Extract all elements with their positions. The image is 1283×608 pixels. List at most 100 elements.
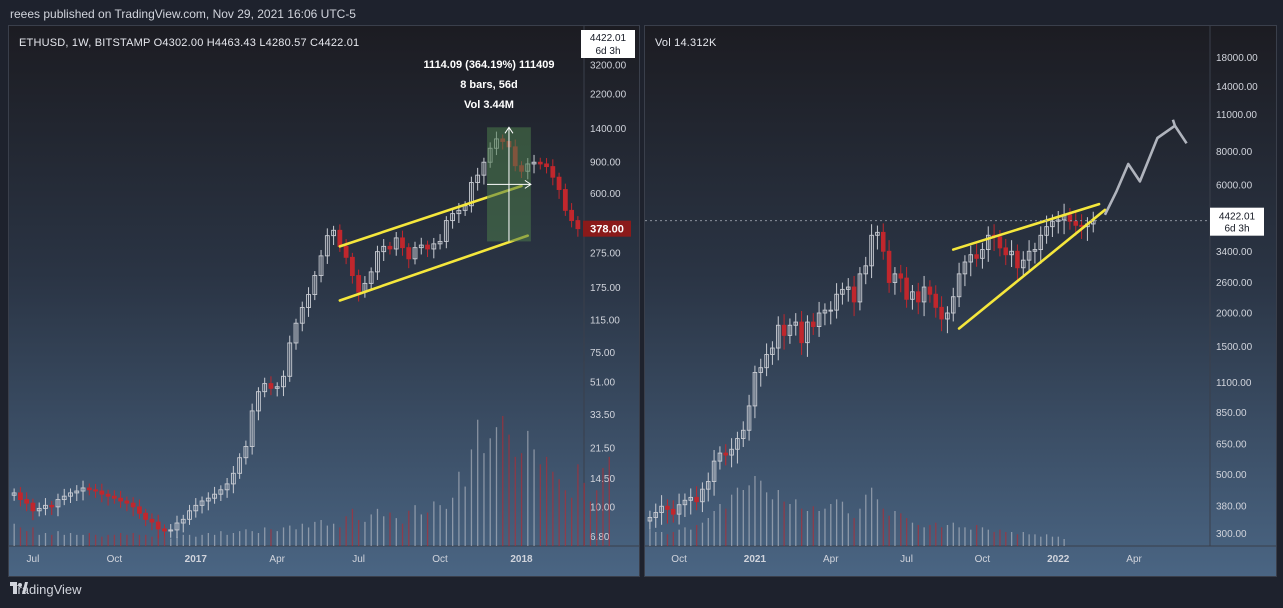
volume-bar: [301, 523, 303, 546]
volume-bar: [539, 464, 541, 546]
volume-bar: [395, 518, 397, 546]
candle-body: [24, 499, 30, 504]
candle-body: [892, 273, 898, 283]
candle-body: [705, 481, 711, 490]
volume-bar: [483, 453, 485, 546]
candle-body: [312, 275, 318, 295]
x-tick-label: Oct: [671, 554, 687, 565]
volume-bar: [583, 482, 585, 546]
candle-body: [199, 500, 205, 506]
tradingview-logo[interactable]: TradingView: [10, 582, 82, 597]
volume-bar: [76, 534, 78, 546]
volume-bar: [999, 529, 1001, 546]
right-chart-panel[interactable]: 18000.00 14000.00 11000.00 8000.00 6000.00 34…: [644, 25, 1277, 577]
right-chart-canvas[interactable]: 18000.00 14000.00 11000.00 8000.00 6000.00 34…: [645, 26, 1276, 576]
volume-bar: [577, 464, 579, 546]
candle-body: [828, 309, 834, 312]
candle-body: [230, 472, 236, 485]
volume-bar: [742, 490, 744, 546]
candle-body: [752, 371, 758, 407]
candle-body: [880, 231, 886, 252]
candle-body: [537, 161, 543, 165]
y-tick-label: 2600.00: [1216, 278, 1253, 289]
volume-bar: [719, 504, 721, 546]
candle-body: [306, 294, 311, 308]
price-badge: [581, 30, 635, 58]
volume-bar: [865, 494, 867, 546]
candle-body: [968, 254, 974, 263]
volume-bar: [451, 497, 454, 546]
x-tick-label: 2022: [1047, 554, 1070, 565]
volume-bar: [213, 534, 216, 546]
candle-body: [443, 220, 449, 242]
volume-bar: [439, 505, 441, 546]
candle-body: [224, 483, 230, 491]
candle-body: [111, 495, 117, 499]
volume-bar: [332, 523, 335, 546]
y-tick-label: 850.00: [1216, 408, 1247, 419]
candle-body: [180, 518, 186, 524]
volume-bar: [470, 449, 473, 546]
volume-bar: [126, 534, 128, 546]
volume-bar: [195, 536, 197, 546]
left-chart-panel[interactable]: 3200.00 2200.00 1400.00 900.00 600.00 275.00 1…: [8, 25, 640, 577]
volume-bar: [545, 456, 548, 546]
measure-arrowhead: [504, 126, 514, 134]
candle-body: [187, 510, 192, 520]
volume-bar: [946, 525, 949, 546]
candle-body: [834, 293, 839, 311]
tradingview-logo-icon: [10, 582, 28, 594]
candle-body: [268, 383, 274, 389]
volume-bar: [107, 534, 109, 546]
volume-bar: [564, 490, 567, 546]
candle-body: [349, 256, 355, 276]
volume-bar: [713, 511, 715, 546]
candle-body: [356, 275, 362, 293]
y-tick-label: 6000.00: [1216, 181, 1253, 192]
volume-bar: [882, 508, 884, 546]
candle-body: [168, 529, 174, 532]
candle-body: [939, 306, 944, 320]
candle-body: [985, 234, 991, 251]
candle-body: [93, 489, 98, 492]
volume-bar: [777, 490, 779, 546]
candle-body: [956, 273, 962, 298]
y-tick-label: 6.80: [590, 532, 610, 543]
volume-bar: [289, 525, 291, 546]
volume-bar: [220, 531, 222, 546]
candle-body: [1009, 250, 1014, 256]
volume-bar: [589, 501, 592, 546]
volume-bar: [876, 499, 879, 546]
candle-body: [243, 446, 249, 459]
y-tick-label: 14000.00: [1216, 82, 1258, 93]
left-chart-canvas[interactable]: 3200.00 2200.00 1400.00 900.00 600.00 275.00 1…: [9, 26, 639, 576]
volume-bar: [655, 532, 657, 546]
volume-bar: [975, 525, 978, 546]
volume-bar: [970, 529, 972, 546]
candle-body: [237, 457, 243, 474]
volume-bar: [806, 511, 809, 546]
x-tick-label: 2018: [510, 554, 533, 565]
volume-bar: [701, 522, 704, 546]
candle-body: [406, 247, 412, 260]
volume-bar: [314, 521, 316, 546]
candle-body: [793, 321, 799, 326]
volume-bar: [917, 525, 919, 546]
y-tick-label: 3400.00: [1216, 247, 1253, 258]
volume-bar: [157, 534, 159, 546]
volume-bar: [270, 529, 272, 546]
volume-bar: [326, 525, 329, 546]
volume-bar: [1051, 536, 1054, 546]
volume-bar: [94, 534, 97, 546]
volume-bar: [414, 505, 416, 546]
candle-body: [544, 163, 549, 168]
y-tick-label: 75.00: [590, 348, 615, 359]
y-tick-label: 275.00: [590, 249, 621, 260]
candle-body: [805, 321, 810, 344]
volume-bar: [859, 508, 861, 546]
candle-body: [1015, 250, 1020, 269]
candle-body: [670, 508, 676, 515]
volume-bar: [987, 529, 989, 546]
candle-body: [676, 504, 682, 515]
volume-bar: [935, 522, 937, 546]
